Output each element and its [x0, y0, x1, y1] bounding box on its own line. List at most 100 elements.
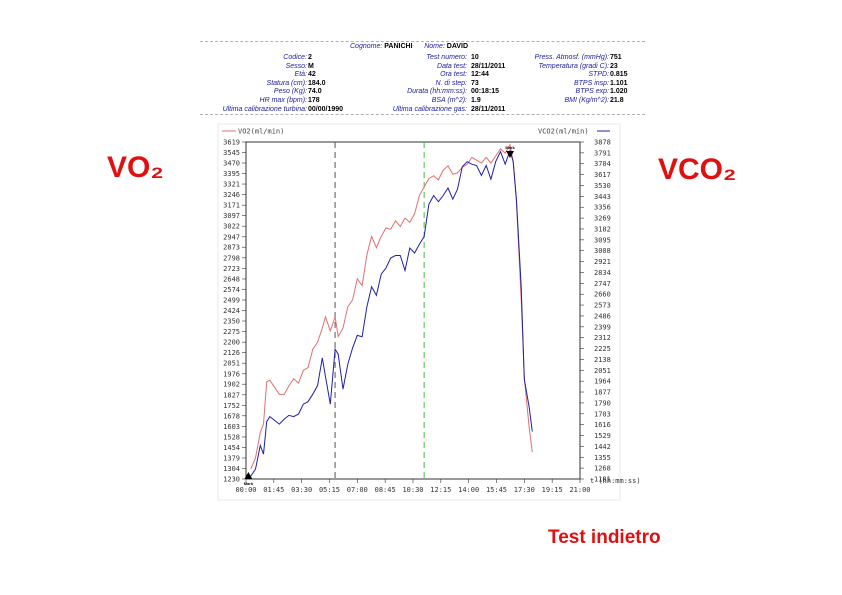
test-indietro-label: Test indietro: [548, 527, 661, 548]
right-tick-label: 2051: [594, 367, 611, 375]
left-tick-label: 3022: [223, 223, 240, 231]
header-middle-value: 28/11/2011: [471, 62, 506, 70]
left-tick-label: 1976: [223, 370, 240, 378]
right-tick-label: 2399: [594, 323, 611, 331]
patient-name-row: Cognome: PANICHI Nome: DAVID: [350, 43, 468, 50]
left-tick-label: 1603: [223, 423, 240, 431]
mark-triangle: [244, 472, 253, 479]
header-left-key: HR max (bpm):: [259, 97, 307, 104]
header-middle-key: Durata (hh:mm:ss):: [407, 88, 467, 96]
right-tick-label: 3008: [594, 247, 611, 255]
left-tick-label: 2051: [223, 360, 240, 368]
x-tick-label: 00:00: [235, 486, 256, 494]
right-tick-label: 3617: [594, 171, 611, 179]
header-left-value: 178: [308, 97, 320, 104]
x-tick-label: 17:30: [514, 486, 535, 494]
left-tick-label: 2126: [223, 349, 240, 357]
left-tick-label: 1454: [223, 444, 240, 452]
right-tick-label: 3095: [594, 236, 611, 244]
header-middle-value: 10: [471, 54, 479, 61]
left-tick-label: 1678: [223, 412, 240, 420]
left-tick-label: 3545: [223, 149, 240, 157]
header-left-value: 74.0: [308, 88, 322, 96]
x-tick-label: 21:00: [569, 486, 590, 494]
right-tick-label: 3182: [594, 225, 611, 233]
right-tick-label: 2834: [594, 269, 611, 277]
x-tick-label: 05:15: [319, 486, 340, 494]
header-middle-key: Data test:: [437, 62, 467, 70]
left-tick-label: 2350: [223, 318, 240, 326]
right-tick-label: 3443: [594, 193, 611, 201]
vco2-legend-label: VCO2(ml/min): [538, 128, 589, 136]
vco2-series-line: [250, 148, 533, 477]
left-tick-label: 1379: [223, 454, 240, 462]
vo2-legend-label: VO2(ml/min): [238, 128, 284, 136]
header-middle-value: 1.9: [471, 97, 481, 104]
vo2-title-label: VO₂: [107, 151, 164, 184]
right-tick-label: 1616: [594, 421, 611, 429]
cognome-value: PANICHI: [384, 43, 413, 50]
left-tick-label: 1902: [223, 381, 240, 389]
left-tick-label: 3321: [223, 181, 240, 189]
x-tick-label: 10:30: [402, 486, 423, 494]
header-left-key: Ultima calibrazione turbina:: [222, 105, 307, 113]
right-tick-label: 2486: [594, 312, 611, 320]
x-tick-label: 07:00: [347, 486, 368, 494]
header-right-key: BTPS exp:: [575, 88, 609, 96]
right-tick-label: 1964: [594, 378, 611, 386]
left-tick-label: 1752: [223, 402, 240, 410]
x-tick-label: 19:15: [542, 486, 563, 494]
x-tick-label: 08:45: [375, 486, 396, 494]
header-middle-value: 28/11/2011: [471, 105, 506, 113]
header-right-value: 23: [610, 62, 618, 70]
header-right-value: 1.101: [610, 79, 628, 87]
header-left-key: Codice:: [283, 54, 307, 61]
plot-area: [245, 141, 581, 480]
left-tick-label: 2200: [223, 339, 240, 347]
header-right-key: BTPS insp:: [573, 79, 609, 87]
header-left-key: Sesso:: [285, 62, 307, 70]
right-tick-label: 1529: [594, 432, 611, 440]
right-tick-label: 2225: [594, 345, 611, 353]
left-tick-label: 3470: [223, 160, 240, 168]
left-tick-label: 1827: [223, 391, 240, 399]
left-tick-label: 2499: [223, 296, 240, 304]
right-tick-label: 3791: [594, 149, 611, 157]
left-tick-label: 1230: [223, 476, 240, 484]
left-tick-label: 2648: [223, 275, 240, 283]
left-tick-label: 3097: [223, 212, 240, 220]
header-left-value: 184.0: [308, 79, 326, 87]
left-tick-label: 2574: [223, 286, 240, 294]
cognome-key: Cognome:: [350, 43, 383, 50]
right-tick-label: 2573: [594, 302, 611, 310]
x-axis-label: t (hh:mm:ss): [590, 477, 641, 485]
patient-info-header: Cognome: PANICHI Nome: DAVID Codice: 2 Ses…: [200, 41, 645, 117]
left-tick-label: 2424: [223, 307, 240, 315]
nome-key: Nome:: [424, 43, 445, 50]
header-left-value: M: [308, 62, 314, 70]
mark-label: Mark: [505, 145, 515, 150]
header-right-key: Press. Atmosf. (mmHg):: [534, 54, 609, 61]
header-left-value: 00/00/1990: [308, 105, 344, 113]
left-tick-label: 3619: [223, 139, 240, 147]
right-tick-label: 2660: [594, 291, 611, 299]
right-tick-label: 2921: [594, 258, 611, 266]
right-tick-label: 3878: [594, 139, 611, 147]
header-middle-key: BSA (m^2):: [431, 97, 467, 104]
chart-frame: [217, 123, 621, 501]
mark-triangle: [506, 151, 515, 158]
left-tick-label: 2275: [223, 328, 240, 336]
x-tick-label: 03:30: [291, 486, 312, 494]
vco2-title-label: VCO₂: [658, 153, 737, 186]
header-middle-value: 73: [471, 79, 479, 87]
x-tick-label: 01:45: [263, 486, 284, 494]
left-tick-label: 3171: [223, 202, 240, 210]
left-tick-label: 2798: [223, 254, 240, 262]
header-right-value: 21.8: [610, 97, 624, 104]
left-tick-label: 1304: [223, 465, 240, 473]
header-middle-key: N. di step:: [435, 79, 467, 87]
header-right-key: Temperatura (gradi C):: [538, 62, 609, 70]
header-left-value: 42: [308, 71, 316, 79]
left-tick-label: 1528: [223, 433, 240, 441]
